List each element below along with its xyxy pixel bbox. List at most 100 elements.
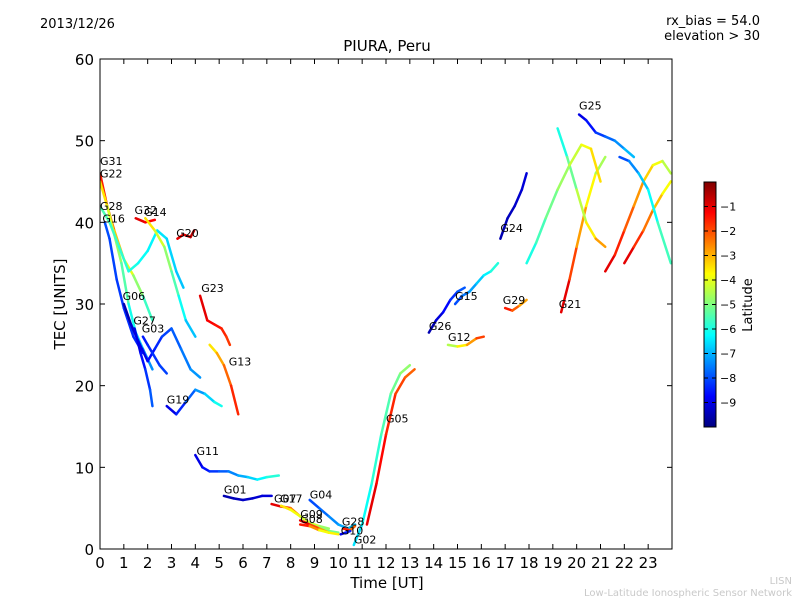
series-label: G21	[559, 298, 582, 311]
series-segment	[589, 147, 602, 183]
series-label: G06	[123, 290, 146, 303]
series-segment	[584, 172, 597, 208]
series-segment	[475, 274, 485, 285]
axis-layer: 0 1 2 3 4 5 6 7 8 9 10 11 12 13 14 15 16 17 18 19 20 21 22 2301…	[75, 51, 672, 572]
series-line	[298, 523, 331, 534]
x-axis-title: Time [UT]	[350, 574, 424, 592]
series-segment	[139, 351, 147, 371]
series-segment	[623, 204, 636, 232]
series-segment	[117, 245, 130, 273]
series-segment	[618, 155, 631, 163]
series-segment	[160, 327, 173, 338]
colorbar-title: Latitude	[741, 278, 756, 332]
series-segment	[232, 497, 245, 502]
credit-long: Low-Latitude Ionospheric Sensor Network	[584, 588, 792, 599]
series-segment	[184, 319, 197, 338]
series-segment	[120, 261, 130, 306]
series-segment	[256, 475, 269, 481]
series-label: G10	[341, 524, 364, 537]
series-segment	[453, 294, 464, 306]
x-tick-label: 4	[191, 554, 201, 572]
series-segment	[575, 204, 588, 249]
series-segment	[175, 270, 185, 289]
series-line	[352, 364, 412, 547]
series-line	[556, 127, 607, 249]
series-segment	[394, 376, 407, 396]
x-tick-label: 10	[329, 554, 348, 572]
series-line	[365, 368, 416, 526]
series-segment	[642, 208, 655, 232]
series-segment	[642, 163, 655, 183]
x-tick-label: 9	[310, 554, 320, 572]
colorbar-tick-label: −2	[720, 225, 736, 238]
series-label: G13	[229, 355, 252, 368]
series-segment	[646, 188, 659, 224]
series-segment	[352, 523, 364, 547]
x-tick-label: 8	[286, 554, 296, 572]
series-segment	[556, 127, 569, 159]
series-label: G22	[100, 167, 123, 180]
colorbar-tick-label: −4	[720, 274, 736, 287]
series-label: G05	[386, 412, 409, 425]
series-line	[208, 343, 240, 416]
series-segment	[318, 506, 331, 518]
series-segment	[182, 233, 192, 239]
x-tick-label: 1	[119, 554, 129, 572]
colorbar-tick-label: −8	[720, 372, 736, 385]
series-segment	[318, 528, 331, 534]
series-segment	[559, 278, 571, 314]
y-tick-label: 50	[75, 133, 94, 151]
series-label: G04	[310, 488, 333, 501]
series-segment	[604, 253, 617, 273]
series-segment	[100, 180, 109, 208]
series-segment	[213, 400, 223, 408]
x-tick-label: 23	[639, 554, 658, 572]
series-segment	[189, 368, 202, 379]
series-segment	[613, 139, 626, 151]
series-layer	[100, 113, 672, 547]
series-segment	[449, 290, 459, 302]
y-axis-title: TEC [UNITS]	[51, 259, 69, 351]
series-segment	[482, 270, 493, 277]
y-tick-label: 10	[75, 459, 94, 477]
series-line	[194, 453, 280, 481]
series-label: G25	[579, 100, 602, 113]
series-segment	[122, 306, 135, 338]
y-tick-label: 40	[75, 214, 94, 232]
plot-frame	[99, 58, 673, 550]
x-tick-label: 15	[448, 554, 467, 572]
series-segment	[100, 204, 111, 224]
series-segment	[213, 323, 223, 330]
series-segment	[360, 482, 373, 526]
series-segment	[141, 335, 149, 347]
series-segment	[220, 327, 228, 338]
series-segment	[513, 188, 524, 208]
series-label: G19	[167, 394, 190, 407]
y-tick-label: 20	[75, 378, 94, 396]
series-line	[176, 229, 196, 240]
series-label: G01	[224, 483, 247, 496]
series-segment	[556, 163, 571, 191]
series-label: G29	[503, 294, 526, 307]
series-line	[427, 286, 466, 334]
series-line	[618, 155, 672, 265]
series-segment	[575, 188, 588, 224]
colorbar-tick-label: −9	[720, 397, 736, 410]
series-segment	[661, 159, 672, 175]
series-segment	[399, 364, 412, 375]
series-segment	[153, 229, 166, 249]
series-line	[198, 294, 232, 347]
series-label: G14	[144, 206, 167, 219]
x-tick-label: 18	[519, 554, 538, 572]
series-segment	[108, 237, 118, 281]
series-label: G26	[429, 320, 452, 333]
series-segment	[103, 221, 111, 240]
series-segment	[298, 523, 311, 528]
series-segment	[144, 368, 152, 391]
series-label: G12	[448, 331, 471, 344]
series-segment	[141, 294, 154, 322]
series-segment	[308, 523, 321, 530]
series-segment	[594, 131, 607, 138]
